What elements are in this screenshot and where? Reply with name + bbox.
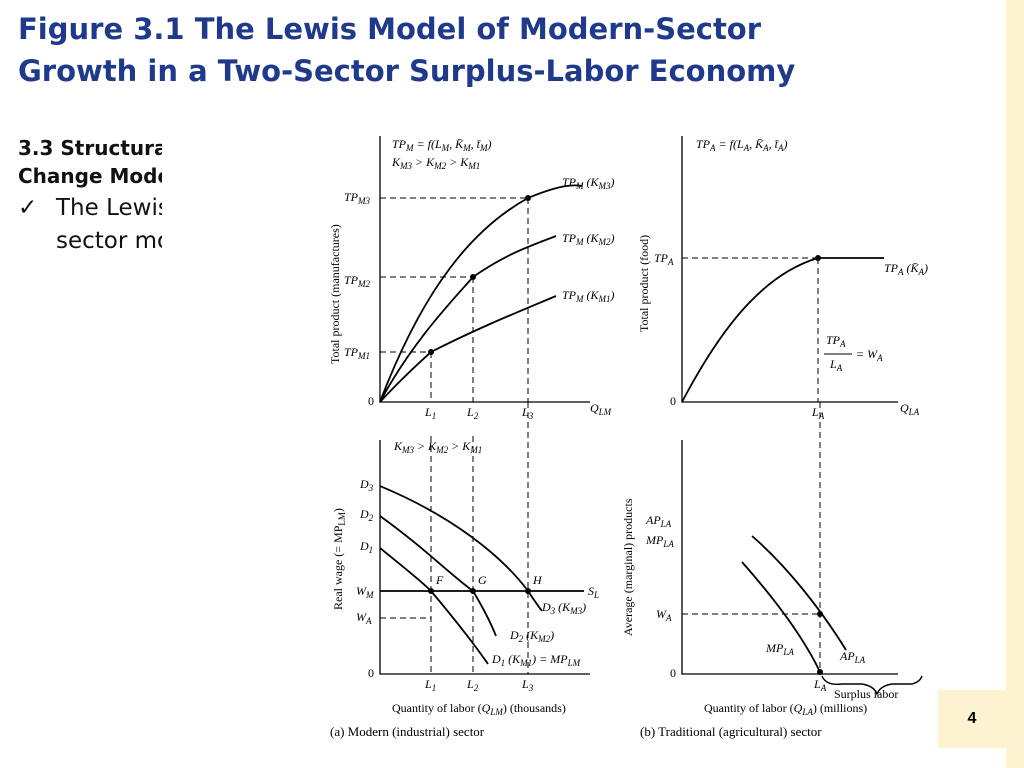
label-f: F <box>435 573 444 587</box>
equation-tpm: TPM = f(LM, K̄M, t̄M) <box>392 137 491 153</box>
label-tpa-ka: TPA (K̄A) <box>884 261 928 277</box>
point-km1 <box>428 349 434 355</box>
ylabel-b-top: Total product (food) <box>637 235 651 332</box>
surplus-labor-brace <box>821 675 923 696</box>
annotation-eq-wa: = WA <box>856 347 883 363</box>
series-tpm-km3 <box>379 184 583 403</box>
page-number: 4 <box>938 690 1006 748</box>
slide-title-line-1: Figure 3.1 The Lewis Model of Modern-Sec… <box>18 12 762 46</box>
xtick-l3-top: L3 <box>521 405 534 421</box>
ytick-wa-left: WA <box>356 610 372 626</box>
point-g <box>470 588 476 594</box>
point-tpa <box>815 255 821 261</box>
slide-title: Figure 3.1 The Lewis Model of Modern-Sec… <box>18 8 978 92</box>
ylabel-b-bottom: Average (marginal) products <box>621 498 635 636</box>
panel-b-top-axes <box>681 136 898 403</box>
point-km2 <box>470 274 476 280</box>
origin-b-bottom: 0 <box>670 666 676 680</box>
ylabel-a-top: Total product (manufactures) <box>328 224 342 364</box>
origin-a-bottom: 0 <box>368 666 374 680</box>
caption-b: (b) Traditional (agricultural) sector <box>640 724 822 739</box>
ytick-mpla: MPLA <box>645 533 674 549</box>
xtick-l3-bottom: L3 <box>521 677 534 693</box>
xaxis-qlm-top: QLM <box>590 401 612 417</box>
ytick-tpm1: TPM1 <box>344 345 370 361</box>
series-apla <box>751 535 847 651</box>
slide-title-line-2: Growth in a Two-Sector Surplus-Labor Eco… <box>18 54 796 88</box>
label-surplus-labor: Surplus labor <box>834 687 898 701</box>
ytick-tpm2: TPM2 <box>344 273 371 289</box>
ytick-tpa: TPA <box>654 251 674 267</box>
ytick-wm: WM <box>356 584 374 600</box>
series-tpm-km1 <box>379 295 557 403</box>
label-d1-km1: D1 (KM1) = MPLM <box>491 652 581 668</box>
xtick-l2-bottom: L2 <box>466 677 479 693</box>
annotation-tpa-num: TPA <box>826 333 846 349</box>
xlabel-b-bottom: Quantity of labor (QLA) (millions) <box>704 701 867 717</box>
label-d2-km2: D2 (KM2) <box>509 628 554 644</box>
point-wa <box>817 611 823 617</box>
label-mpla: MPLA <box>765 641 794 657</box>
right-margin-strip <box>1006 0 1024 768</box>
section-heading: 3.3 Structural-Change Models <box>18 136 190 188</box>
panel-a-top: TPM = f(LM, K̄M, t̄M) KM3 > KM2 > KM1 TP… <box>328 136 615 421</box>
panel-b-bottom-axes <box>681 440 898 675</box>
label-g: G <box>478 573 487 587</box>
panel-a-bottom: F G H KM3 > KM2 > KM1 SL D3 (KM3) D2 (KM… <box>330 402 599 739</box>
ytick-d2: D2 <box>359 507 374 523</box>
dashed-guides-a-bottom <box>380 402 529 674</box>
figure-svg: TPM = f(LM, K̄M, t̄M) KM3 > KM2 > KM1 TP… <box>328 136 928 739</box>
xtick-la-top: LA <box>811 405 825 421</box>
point-h <box>525 588 531 594</box>
xtick-l2-top: L2 <box>466 405 479 421</box>
series-d1 <box>379 547 489 665</box>
point-la <box>817 669 823 675</box>
caption-a: (a) Modern (industrial) sector <box>330 724 485 739</box>
xtick-l1-top: L1 <box>424 405 436 421</box>
lewis-model-figure: TPM = f(LM, K̄M, t̄M) KM3 > KM2 > KM1 TP… <box>162 106 940 768</box>
label-tpm-km2: TPM (KM2) <box>562 231 615 247</box>
panel-b-bottom: Surplus labor MPLA APLA APLA MPLA WA 0 L… <box>621 402 923 739</box>
dashed-guides-a-top <box>380 197 529 402</box>
checkmark-icon: ✓ <box>18 195 38 221</box>
panel-a-bottom-axes <box>379 440 590 675</box>
label-apla: APLA <box>839 649 866 665</box>
ylabel-a-bottom: Real wage (= MPLM) <box>331 508 347 610</box>
ytick-wa-right: WA <box>656 607 672 623</box>
point-km3 <box>525 195 531 201</box>
xlabel-a-bottom: Quantity of labor (QLM) (thousands) <box>392 701 566 717</box>
panel-b-top: TPA = f(LA, K̄A, t̄A) TPA (K̄A) TPA TPA … <box>637 136 928 421</box>
series-tpa <box>681 257 884 403</box>
xtick-l1-bottom: L1 <box>424 677 436 693</box>
annotation-tpa-den: LA <box>829 357 843 373</box>
xaxis-qla-top: QLA <box>900 401 920 417</box>
label-h: H <box>532 573 543 587</box>
origin-b-top: 0 <box>670 394 676 408</box>
ytick-apla: APLA <box>645 513 672 529</box>
ytick-tpm3: TPM3 <box>344 190 371 206</box>
condition-km-top: KM3 > KM2 > KM1 <box>391 155 480 171</box>
origin-a-top: 0 <box>368 394 374 408</box>
series-d2 <box>379 515 497 637</box>
condition-km-bottom: KM3 > KM2 > KM1 <box>393 439 482 455</box>
equation-tpa: TPA = f(LA, K̄A, t̄A) <box>696 137 787 153</box>
series-tpm-km2 <box>379 235 557 403</box>
ytick-d1: D1 <box>359 539 373 555</box>
series-d3 <box>379 485 543 612</box>
label-tpm-km1: TPM (KM1) <box>562 288 615 304</box>
label-sl: SL <box>588 584 599 600</box>
label-d3-km3: D3 (KM3) <box>541 600 586 616</box>
point-f <box>428 588 434 594</box>
series-mpla <box>741 561 821 673</box>
label-tpm-km3: TPM (KM3) <box>562 175 615 191</box>
ytick-d3: D3 <box>359 477 374 493</box>
